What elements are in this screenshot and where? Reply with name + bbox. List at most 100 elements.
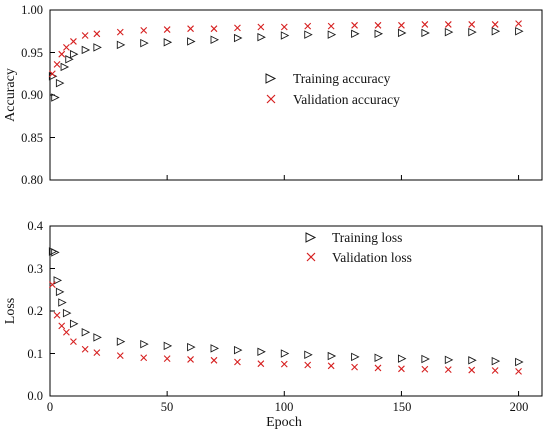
loss-data-point bbox=[304, 361, 312, 369]
accuracy-data-point bbox=[421, 28, 430, 38]
loss-data-point bbox=[280, 360, 288, 368]
loss-plot-frame bbox=[49, 225, 543, 397]
accuracy-data-point bbox=[116, 40, 126, 50]
accuracy-data-point bbox=[53, 61, 61, 68]
loss-data-point bbox=[70, 338, 77, 345]
loss-data-point bbox=[280, 349, 290, 358]
accuracy-data-point bbox=[116, 28, 124, 36]
training-accuracy-legend-label: Training accuracy bbox=[293, 71, 391, 86]
loss-data-point bbox=[140, 354, 148, 362]
accuracy-data-point bbox=[374, 21, 382, 29]
loss-data-point bbox=[374, 364, 382, 372]
loss-data-point bbox=[48, 281, 56, 289]
loss-y-tick-label: 0.2 bbox=[27, 304, 43, 318]
accuracy-data-point bbox=[327, 22, 335, 30]
accuracy-data-point bbox=[234, 24, 241, 32]
loss-data-point bbox=[351, 363, 358, 371]
loss-data-point bbox=[55, 287, 65, 297]
loss-data-point bbox=[81, 328, 91, 337]
loss-data-point bbox=[69, 319, 79, 328]
accuracy-data-point bbox=[51, 93, 60, 102]
loss-x-tick-label: 150 bbox=[393, 400, 412, 414]
accuracy-data-point bbox=[163, 38, 173, 47]
accuracy-data-point bbox=[421, 21, 429, 28]
accuracy-data-point bbox=[397, 28, 407, 38]
loss-data-point bbox=[421, 354, 430, 364]
loss-data-point bbox=[444, 355, 454, 365]
loss-data-point bbox=[304, 350, 313, 360]
accuracy-data-point bbox=[81, 45, 91, 55]
validation-loss-legend-marker bbox=[306, 252, 316, 262]
loss-x-tick-label: 100 bbox=[275, 400, 294, 414]
accuracy-data-point bbox=[81, 32, 89, 39]
accuracy-data-point bbox=[93, 30, 101, 38]
loss-x-tick-label: 200 bbox=[510, 400, 529, 414]
accuracy-data-point bbox=[468, 27, 477, 37]
accuracy-data-point bbox=[444, 27, 454, 37]
loss-data-point bbox=[327, 351, 337, 361]
accuracy-y-tick-label: 0.95 bbox=[21, 46, 43, 60]
loss-data-point bbox=[210, 344, 220, 353]
accuracy-panel: 0.80 0.85 0.90 0.95 1.00 Accuracy Traini… bbox=[3, 3, 543, 187]
accuracy-data-point bbox=[280, 23, 288, 31]
loss-data-point bbox=[421, 365, 429, 373]
accuracy-y-tick-label: 1.00 bbox=[21, 3, 43, 17]
loss-data-point bbox=[327, 362, 335, 370]
loss-y-axis-title: Loss bbox=[3, 298, 18, 324]
loss-data-point bbox=[140, 339, 149, 349]
accuracy-data-point bbox=[210, 35, 220, 44]
accuracy-data-point bbox=[398, 21, 405, 29]
accuracy-data-point bbox=[304, 22, 312, 30]
accuracy-data-point bbox=[468, 21, 476, 28]
loss-data-point bbox=[163, 355, 171, 362]
loss-x-axis-title: Epoch bbox=[266, 415, 302, 430]
loss-data-point bbox=[257, 347, 266, 357]
loss-data-point bbox=[491, 367, 499, 374]
accuracy-data-point bbox=[187, 37, 196, 46]
loss-data-point bbox=[398, 365, 405, 373]
loss-data-point bbox=[58, 298, 67, 307]
loss-data-point bbox=[210, 356, 218, 364]
accuracy-data-point bbox=[491, 21, 499, 28]
loss-data-point bbox=[187, 356, 194, 363]
loss-data-point bbox=[163, 341, 173, 351]
accuracy-data-point bbox=[69, 49, 79, 59]
accuracy-data-point bbox=[187, 25, 194, 33]
accuracy-data-point bbox=[55, 78, 65, 88]
validation-loss-legend-label: Validation loss bbox=[332, 250, 412, 265]
training-loss-legend-label: Training loss bbox=[332, 230, 402, 245]
loss-x-tick-label: 0 bbox=[47, 400, 53, 414]
accuracy-data-point bbox=[48, 70, 56, 78]
validation-accuracy-legend-label: Validation accuracy bbox=[293, 92, 400, 107]
loss-data-point bbox=[58, 322, 66, 330]
loss-data-point bbox=[53, 311, 61, 319]
accuracy-data-point bbox=[444, 21, 452, 28]
accuracy-data-point bbox=[58, 50, 66, 58]
loss-y-tick-label: 0.1 bbox=[27, 347, 43, 361]
accuracy-data-point bbox=[515, 27, 524, 36]
accuracy-data-point bbox=[327, 30, 337, 39]
accuracy-data-point bbox=[210, 25, 218, 33]
accuracy-data-point bbox=[280, 31, 290, 40]
loss-data-point bbox=[63, 328, 70, 336]
loss-data-point bbox=[116, 337, 126, 346]
accuracy-data-point bbox=[140, 38, 149, 48]
accuracy-y-axis-title: Accuracy bbox=[3, 68, 18, 122]
loss-data-point bbox=[515, 367, 522, 375]
accuracy-y-tick-label: 0.90 bbox=[21, 88, 43, 102]
loss-data-point bbox=[515, 357, 524, 367]
loss-data-point bbox=[116, 352, 124, 360]
accuracy-legend: Training accuracy Validation accuracy bbox=[265, 71, 400, 107]
accuracy-data-point bbox=[63, 44, 70, 51]
loss-data-point bbox=[81, 345, 89, 353]
loss-data-point bbox=[233, 345, 243, 355]
accuracy-data-point bbox=[515, 20, 522, 27]
loss-data-point bbox=[468, 356, 477, 365]
loss-legend: Training loss Validation loss bbox=[305, 230, 412, 265]
accuracy-data-point bbox=[304, 30, 313, 39]
training-accuracy-legend-marker bbox=[265, 73, 277, 84]
accuracy-y-tick-label: 0.80 bbox=[21, 173, 43, 187]
loss-data-point bbox=[374, 353, 384, 362]
accuracy-data-point bbox=[257, 23, 265, 31]
